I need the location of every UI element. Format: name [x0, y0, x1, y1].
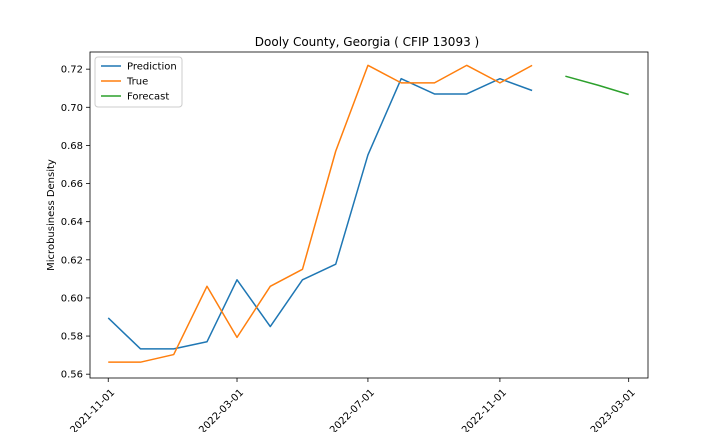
y-tick-label: 0.66 [61, 179, 83, 190]
series-line-true [108, 64, 533, 363]
y-tick-label: 0.62 [61, 255, 83, 266]
y-tick-label: 0.60 [61, 293, 83, 304]
legend: Prediction True Forecast [94, 56, 183, 108]
legend-label-prediction: Prediction [127, 62, 177, 73]
legend-label-forecast: Forecast [127, 92, 169, 103]
series-line-forecast [565, 75, 629, 96]
series-layer [107, 64, 629, 363]
y-axis: 0.56 0.58 0.60 0.62 0.64 0.66 0.68 0.70 0.72 [61, 65, 90, 381]
y-tick-label: 0.70 [61, 103, 83, 114]
y-tick-label: 0.64 [61, 217, 83, 228]
series-line-prediction [107, 77, 533, 350]
y-tick-label: 0.68 [61, 141, 83, 152]
y-tick-label: 0.72 [61, 65, 83, 76]
legend-box [94, 56, 183, 108]
y-axis-label: Microbusiness Density [46, 159, 57, 271]
legend-label-true: True [126, 77, 148, 88]
plot-frame [89, 51, 649, 379]
y-tick-label: 0.56 [61, 370, 83, 381]
y-tick-label: 0.58 [61, 332, 83, 343]
chart-title: Dooly County, Georgia ( CFIP 13093 ) [255, 35, 479, 49]
